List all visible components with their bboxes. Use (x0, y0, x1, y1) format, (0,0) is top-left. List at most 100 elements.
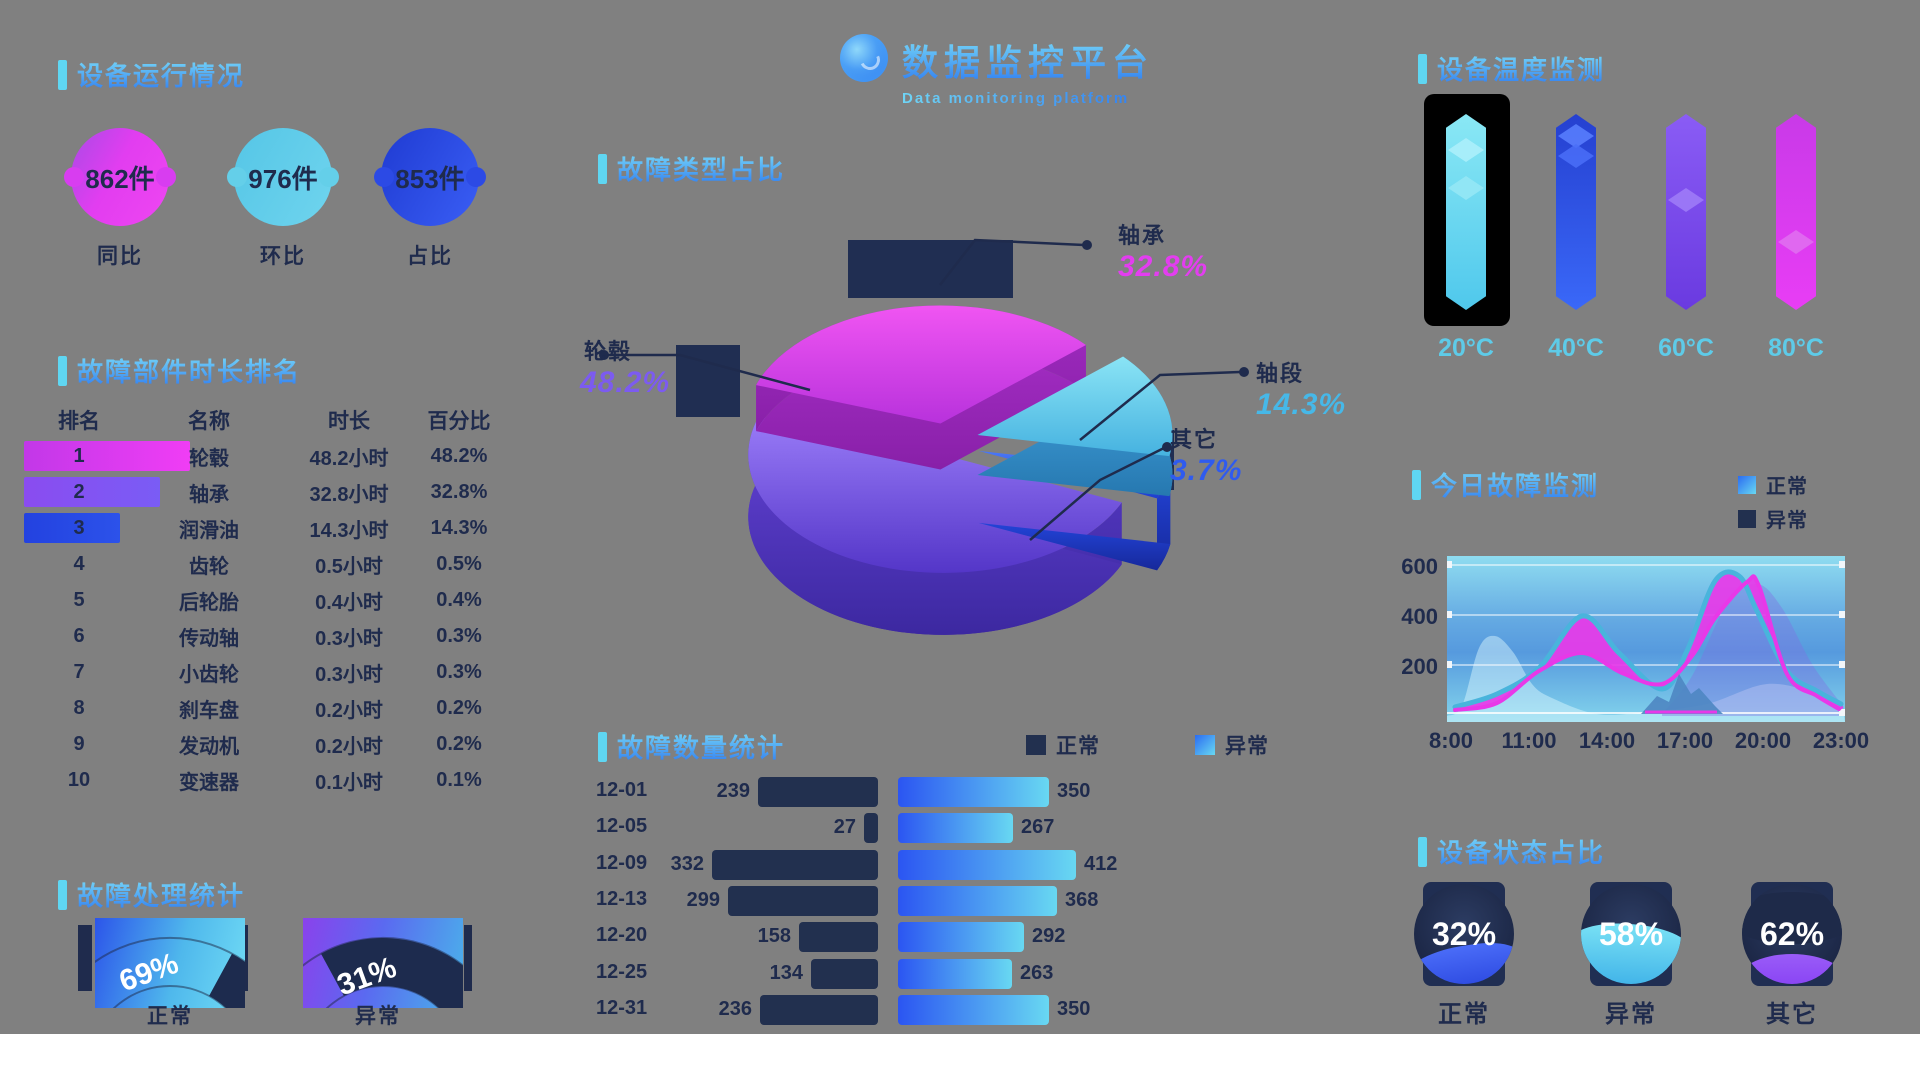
table-cell: 0.4小时 (315, 591, 383, 614)
tornado-row: 12-20 158 292 (590, 922, 1300, 953)
stat-value: 862件 (85, 163, 155, 194)
table-cell: 32.8% (430, 480, 488, 503)
table-cell: 6 (73, 624, 85, 647)
table-column-header: 百分比 (427, 410, 491, 433)
liquid-circle: 32% (1414, 884, 1514, 984)
table-cell: 3 (73, 516, 85, 539)
table-cell: 2 (73, 480, 85, 503)
table-row: 4 齿轮 0.5小时 0.5% (24, 546, 504, 582)
legend-swatch-gradient-icon (1195, 735, 1215, 755)
table-cell: 0.1小时 (315, 771, 383, 794)
table-cell: 7 (73, 660, 85, 683)
tornado-left-bar (760, 994, 878, 1025)
tornado-row: 12-09 332 412 (590, 849, 1300, 880)
section-tornado-title: 故障数量统计 (617, 728, 785, 765)
table-cell: 14.3% (430, 516, 488, 539)
legend-item-abnormal[interactable]: 异常 (1195, 730, 1269, 760)
table-cell: 10 (67, 768, 91, 791)
accent-bar-icon (598, 731, 607, 762)
tornado-category: 12-25 (596, 960, 648, 983)
section-temperature-header: 设备温度监测 (1418, 50, 1605, 87)
section-pie-title: 故障类型占比 (617, 150, 785, 187)
temperature-column-40[interactable] (1556, 114, 1596, 310)
table-cell: 48.2小时 (309, 447, 389, 470)
brand-logo-icon (840, 34, 888, 82)
tornado-left-value: 299 (686, 888, 720, 911)
area-chart (1445, 556, 1846, 722)
table-cell: 0.3% (436, 624, 482, 647)
tornado-category: 12-09 (596, 851, 648, 874)
section-liquid-title: 设备状态占比 (1437, 833, 1605, 870)
temperature-column-60[interactable] (1666, 114, 1706, 310)
table-cell: 0.3小时 (315, 663, 383, 686)
footer-strip (0, 1034, 1920, 1080)
liquid-percent: 58% (1598, 916, 1664, 952)
section-gauges-title: 故障处理统计 (77, 876, 245, 913)
table-cell: 刹车盘 (179, 699, 239, 722)
pie-slice-percent: 32.8% (1118, 250, 1209, 283)
gauge-side-strip (78, 925, 92, 991)
stat-label: 占比 (407, 245, 453, 268)
tornado-right-value: 263 (1020, 961, 1054, 984)
rank-highlight-bar (24, 513, 120, 543)
tornado-left-value: 236 (718, 997, 752, 1020)
table-column-header: 排名 (58, 410, 100, 433)
table-cell: 齿轮 (189, 555, 229, 578)
legend-label: 异常 (1225, 735, 1269, 758)
table-cell: 发动机 (179, 735, 239, 758)
table-row: 8 刹车盘 0.2小时 0.2% (24, 690, 504, 726)
legend-label: 异常 (1766, 510, 1808, 532)
liquid-percent: 62% (1759, 916, 1825, 952)
stat-value: 853件 (395, 163, 465, 194)
table-cell: 0.5% (436, 552, 482, 575)
liquid-circle: 58% (1581, 884, 1681, 984)
stat-circle-magenta: 862件 (64, 128, 176, 226)
x-tick-label: 8:00 (1428, 728, 1474, 753)
table-row: 10 变速器 0.1小时 0.1% (24, 762, 504, 798)
diamond-icon (1448, 138, 1484, 162)
temperature-column-20[interactable] (1446, 114, 1486, 310)
table-row: 7 小齿轮 0.3小时 0.3% (24, 654, 504, 690)
tornado-left-bar (864, 813, 878, 844)
table-cell: 1 (73, 444, 85, 467)
liquid-mask (1742, 892, 1842, 944)
pie-slice-percent: 14.3% (1256, 388, 1347, 421)
tornado-right-bar (898, 777, 1049, 807)
stat-circle-blue: 853件 (374, 128, 486, 226)
decor-box (848, 240, 1013, 298)
tornado-left-value: 239 (716, 780, 750, 802)
stat-item: 862件 同比 (60, 128, 180, 270)
tornado-right-value: 350 (1057, 780, 1091, 802)
gauge-label: 异常 (355, 1005, 401, 1028)
legend-label: 正常 (1056, 735, 1100, 758)
tornado-right-bar (898, 885, 1057, 916)
section-gauges-header: 故障处理统计 (58, 876, 245, 913)
pie-connector-lines (608, 238, 1241, 541)
diamond-icon (1448, 176, 1484, 200)
legend-label: 正常 (1766, 476, 1808, 498)
tornado-category: 12-20 (596, 924, 648, 947)
area-legend-abnormal[interactable]: 异常 (1738, 504, 1808, 533)
tornado-row: 12-01 239 350 (590, 777, 1300, 807)
tornado-right-value: 412 (1084, 852, 1118, 875)
tornado-right-value: 368 (1065, 888, 1099, 911)
tornado-right-value: 350 (1057, 997, 1091, 1020)
page-title: 数据监控平台 (902, 34, 1154, 86)
pie-slice-name: 轮毂 (584, 339, 633, 364)
liquid-circle: 62% (1742, 884, 1842, 984)
section-liquid-header: 设备状态占比 (1418, 833, 1605, 870)
x-tick-label: 17:00 (1656, 728, 1714, 753)
section-pie-header: 故障类型占比 (598, 150, 785, 187)
pie-slice-name: 轴承 (1118, 223, 1167, 248)
temperature-column-80[interactable] (1776, 114, 1816, 310)
table-cell: 4 (73, 552, 85, 575)
pie-chart (599, 238, 1249, 635)
table-cell: 润滑油 (179, 519, 239, 542)
legend-item-normal[interactable]: 正常 (1026, 730, 1100, 760)
area-legend-normal[interactable]: 正常 (1738, 470, 1808, 499)
table-row: 5 后轮胎 0.4小时 0.4% (24, 582, 504, 618)
y-tick-label: 400 (1401, 604, 1438, 629)
stat-label: 同比 (97, 245, 143, 268)
x-tick-label: 20:00 (1734, 728, 1792, 753)
diamond-icon (1668, 188, 1704, 212)
